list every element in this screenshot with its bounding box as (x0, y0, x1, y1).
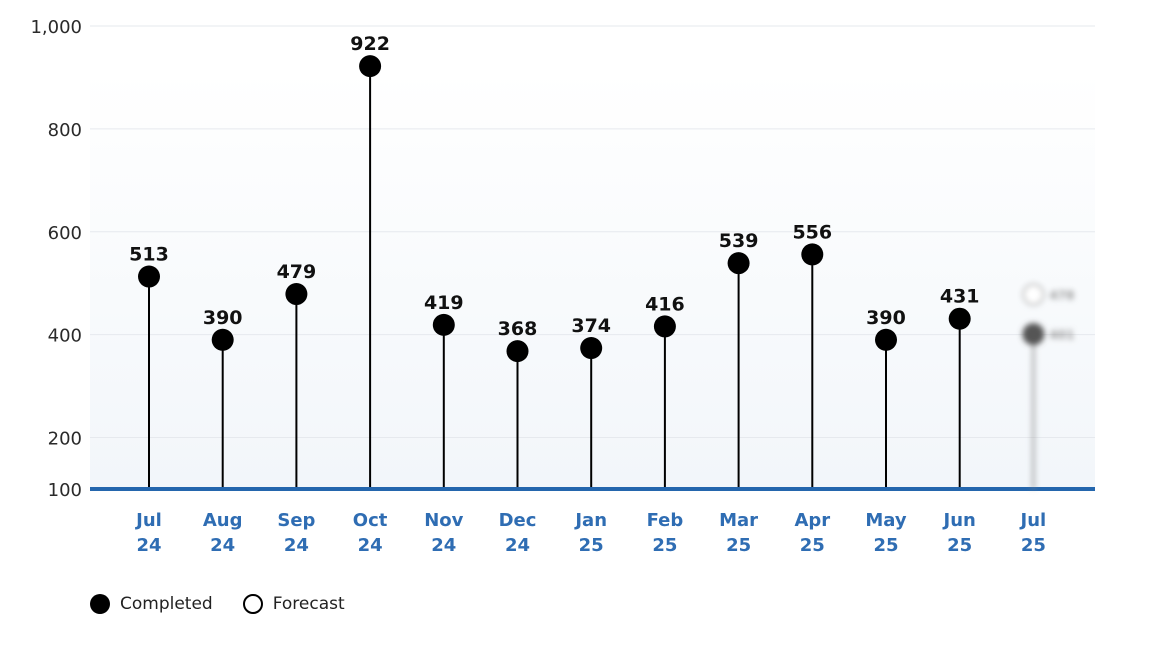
completed-point (653, 315, 676, 338)
x-tick-label: Feb (647, 510, 684, 531)
y-axis-ticks: 100 200 400 600 800 1,000 (30, 17, 82, 501)
completed-marker-icon (90, 594, 110, 614)
blurred-forecast-area: 478 401 (1022, 283, 1074, 489)
stems (148, 66, 961, 489)
forecast-data-label: 478 (1049, 289, 1074, 303)
blurred-data-label: 401 (1049, 328, 1074, 342)
completed-point (1022, 323, 1045, 346)
data-label: 416 (645, 293, 685, 315)
completed-point (580, 337, 603, 360)
x-tick-label: 25 (873, 535, 898, 556)
x-tick-label: 25 (947, 535, 972, 556)
x-tick-label: Oct (353, 510, 388, 531)
x-tick-label: Jun (942, 510, 976, 531)
x-tick-label: 24 (431, 535, 456, 556)
data-label: 431 (940, 286, 980, 308)
x-axis-ticks: Jul 24 Aug 24 Sep 24 Oct 24 Nov 24 Dec 24 Jan 25 Feb 25… (134, 510, 1046, 556)
completed-point (727, 252, 750, 275)
x-tick-label: Jan (573, 510, 607, 531)
x-tick-label: 24 (284, 535, 309, 556)
x-tick-label: 24 (136, 535, 161, 556)
data-label: 374 (571, 315, 611, 337)
data-label: 539 (719, 230, 759, 252)
data-label: 368 (498, 318, 538, 340)
y-tick-label: 100 (48, 480, 82, 501)
x-tick-label: 25 (1021, 535, 1046, 556)
x-tick-label: Aug (203, 510, 243, 531)
data-labels: 513 390 479 922 419 368 374 416 539 556 390 431 (129, 33, 979, 340)
data-label: 513 (129, 244, 169, 266)
x-tick-label: Nov (424, 510, 463, 531)
completed-point (801, 243, 824, 266)
x-tick-label: 25 (652, 535, 677, 556)
legend: Completed Forecast (90, 594, 345, 614)
x-tick-label: 24 (358, 535, 383, 556)
y-tick-label: 800 (48, 120, 82, 141)
plot-background (90, 70, 1095, 490)
completed-point (285, 283, 308, 306)
data-label: 390 (203, 307, 243, 329)
forecast-marker-icon (242, 594, 263, 614)
data-label: 556 (792, 221, 832, 243)
x-tick-label: 25 (579, 535, 604, 556)
legend-label-forecast: Forecast (272, 594, 345, 614)
data-label: 390 (866, 307, 906, 329)
completed-point (211, 328, 234, 351)
legend-item-forecast: Forecast (242, 594, 345, 614)
x-tick-label: 25 (726, 535, 751, 556)
data-label: 479 (277, 261, 317, 283)
completed-point (359, 55, 382, 78)
x-tick-label: Apr (794, 510, 830, 531)
x-tick-label: Mar (719, 510, 758, 531)
completed-point (506, 340, 529, 363)
lollipop-chart: 100 200 400 600 800 1,000 513 390 479 922 419 368 3… (30, 17, 1095, 556)
y-tick-label: 600 (48, 223, 82, 244)
completed-point (138, 265, 160, 288)
x-tick-label: 24 (505, 535, 530, 556)
data-label: 419 (424, 292, 464, 314)
completed-point (948, 307, 971, 330)
grid-lines (90, 25, 1095, 439)
x-tick-label: 24 (210, 535, 235, 556)
x-tick-label: Sep (277, 510, 315, 531)
completed-point (875, 328, 897, 351)
legend-label-completed: Completed (120, 594, 213, 614)
legend-item-completed: Completed (90, 594, 213, 614)
x-tick-label: 25 (800, 535, 825, 556)
y-tick-label: 200 (48, 429, 82, 450)
data-points (138, 55, 971, 363)
y-tick-label: 400 (48, 326, 82, 347)
x-tick-label: Jul (1019, 510, 1047, 531)
x-tick-label: Jul (134, 510, 162, 531)
completed-point (432, 313, 455, 336)
x-tick-label: May (865, 510, 907, 531)
x-tick-label: Dec (499, 510, 537, 531)
y-tick-label: 1,000 (30, 17, 82, 38)
data-label: 922 (350, 33, 390, 55)
forecast-point (1022, 283, 1045, 306)
